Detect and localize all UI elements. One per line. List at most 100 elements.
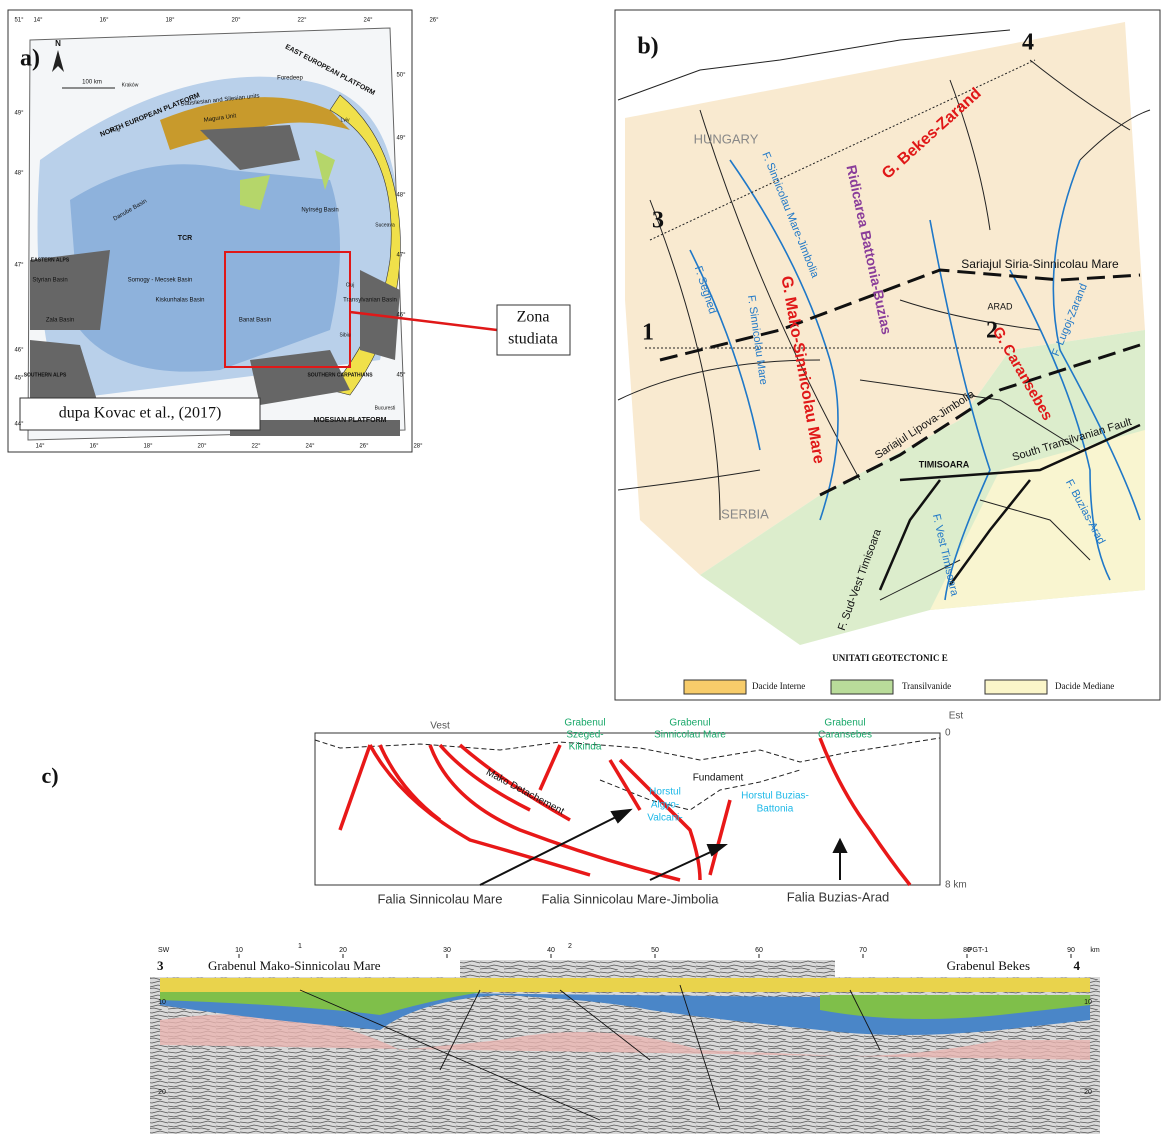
map-label: Zala Basin bbox=[46, 318, 74, 324]
map-label: HUNGARY bbox=[694, 131, 759, 146]
map-label: SOUTHERN CARPATHIANS bbox=[307, 372, 373, 378]
longitude-label: 26° bbox=[429, 18, 439, 24]
longitude-label: 20° bbox=[231, 18, 241, 24]
x-tick-label: 70 bbox=[859, 947, 867, 954]
figure: a)N100 kmNORTH EUROPEAN PLATFORMEAST EUR… bbox=[0, 0, 1163, 1134]
legend-label: Dacide Interne bbox=[752, 681, 805, 691]
section-label: Grabenul Mako-Sinnicolau Mare bbox=[208, 958, 381, 973]
longitude-label: 22° bbox=[297, 18, 307, 24]
seismic bbox=[150, 957, 1100, 1134]
depth-label: 8 km bbox=[945, 880, 967, 891]
latitude-label: 45° bbox=[14, 376, 24, 382]
axis-label: SW bbox=[158, 947, 170, 954]
latitude-label: 47° bbox=[14, 263, 24, 269]
longitude-label: 16° bbox=[99, 18, 109, 24]
graben-label: Grabenul bbox=[669, 718, 710, 729]
map-label: Nyírség Basin bbox=[301, 208, 338, 214]
longitude-label: 20° bbox=[197, 444, 207, 450]
map-label: Sariajul Siria-Sinnicolau Mare bbox=[961, 257, 1119, 271]
longitude-label: 24° bbox=[363, 18, 373, 24]
legend-swatch bbox=[684, 680, 746, 694]
basin bbox=[70, 164, 340, 371]
x-tick-label: 60 bbox=[755, 947, 763, 954]
latitude-label: 46° bbox=[14, 348, 24, 354]
legend-swatch bbox=[831, 680, 893, 694]
x-tick-label: 20 bbox=[339, 947, 347, 954]
y-tick-label: 10 bbox=[1084, 999, 1092, 1006]
map-label: Banat Basin bbox=[239, 318, 271, 324]
legend-label: Transilvanide bbox=[902, 681, 951, 691]
y-tick-label: 20 bbox=[158, 1089, 166, 1096]
y-tick-label: 10 bbox=[158, 999, 166, 1006]
legend-label: Dacide Mediane bbox=[1055, 681, 1114, 691]
map-label: Kraków bbox=[122, 82, 139, 88]
longitude-label: 16° bbox=[89, 444, 99, 450]
graben-label: Grabenul bbox=[564, 718, 605, 729]
profile-end: 3 bbox=[652, 208, 664, 234]
latitude-label: 49° bbox=[396, 136, 406, 142]
map-label: Kiskunhalas Basin bbox=[155, 298, 204, 304]
map-label: Styrian Basin bbox=[32, 278, 67, 284]
fault-label: Falia Buzias-Arad bbox=[787, 889, 890, 904]
map-label: Foredeep bbox=[277, 76, 303, 82]
horst-label: Valcani- bbox=[647, 813, 682, 824]
map-label: EASTERN ALPS bbox=[31, 257, 70, 263]
latitude-label: 47° bbox=[396, 253, 406, 259]
section-frame bbox=[315, 733, 940, 885]
panel-label: c) bbox=[41, 763, 58, 788]
longitude-label: 14° bbox=[33, 18, 43, 24]
x-tick-label: 80 bbox=[963, 947, 971, 954]
longitude-label: 22° bbox=[251, 444, 261, 450]
horst-label: Horstul Buzias- bbox=[741, 791, 809, 802]
fault-label: Falia Sinnicolau Mare bbox=[377, 891, 502, 906]
map-label: TCR bbox=[178, 235, 192, 242]
map-label: Bucuresti bbox=[375, 405, 396, 411]
well-label: PGT-1 bbox=[968, 947, 988, 954]
longitude-label: 24° bbox=[305, 444, 315, 450]
longitude-label: 14° bbox=[35, 444, 45, 450]
graben-label: Sinnicolau Mare bbox=[654, 730, 726, 741]
section-label: Grabenul Bekes bbox=[947, 958, 1030, 973]
layer-yellow bbox=[160, 978, 1090, 992]
profile-end: 4 bbox=[1074, 958, 1081, 973]
legend-swatch bbox=[985, 680, 1047, 694]
map-label: Transylvanian Basin bbox=[343, 298, 397, 304]
callout: studiata bbox=[508, 331, 558, 348]
profile-end: 4 bbox=[1022, 30, 1034, 56]
callout: Zona bbox=[517, 309, 550, 326]
map-label: Cluj bbox=[346, 282, 355, 288]
x-tick-label: 30 bbox=[443, 947, 451, 954]
map-label: ARAD bbox=[987, 301, 1013, 311]
latitude-label: 48° bbox=[14, 171, 24, 177]
marker: 1 bbox=[298, 943, 302, 950]
graben-label: Szeged- bbox=[566, 730, 603, 741]
latitude-label: 49° bbox=[14, 111, 24, 117]
label: Fundament bbox=[693, 773, 744, 784]
graben-label: Kikinda bbox=[569, 742, 602, 753]
map-label: SOUTHERN ALPS bbox=[24, 372, 67, 378]
legend-title: UNITATI GEOTECTONIC E bbox=[832, 653, 948, 663]
longitude-label: 26° bbox=[359, 444, 369, 450]
horst-label: Battonia bbox=[757, 804, 794, 815]
label: 100 km bbox=[82, 80, 102, 86]
latitude-label: 48° bbox=[396, 193, 406, 199]
longitude-label: 28° bbox=[413, 444, 423, 450]
map-label: TIMISOARA bbox=[919, 459, 970, 469]
orientation: Est bbox=[949, 711, 964, 722]
marker: 2 bbox=[568, 943, 572, 950]
x-tick-label: 40 bbox=[547, 947, 555, 954]
map-label: MOESIAN PLATFORM bbox=[314, 417, 387, 424]
latitude-label: 44° bbox=[14, 422, 24, 428]
orientation: Vest bbox=[430, 721, 450, 732]
panel-c-section bbox=[315, 733, 940, 885]
latitude-label: 50° bbox=[396, 73, 406, 79]
latitude-label: 45° bbox=[396, 373, 406, 379]
graben-label: Caransebes bbox=[818, 730, 872, 741]
profile-end: 1 bbox=[642, 320, 654, 346]
panel-label: a) bbox=[20, 46, 40, 72]
map-label: Lviv bbox=[341, 117, 350, 123]
x-tick-label: 90 bbox=[1067, 947, 1075, 954]
graben-label: Grabenul bbox=[824, 718, 865, 729]
latitude-label: 46° bbox=[396, 313, 406, 319]
x-tick-label: 10 bbox=[235, 947, 243, 954]
